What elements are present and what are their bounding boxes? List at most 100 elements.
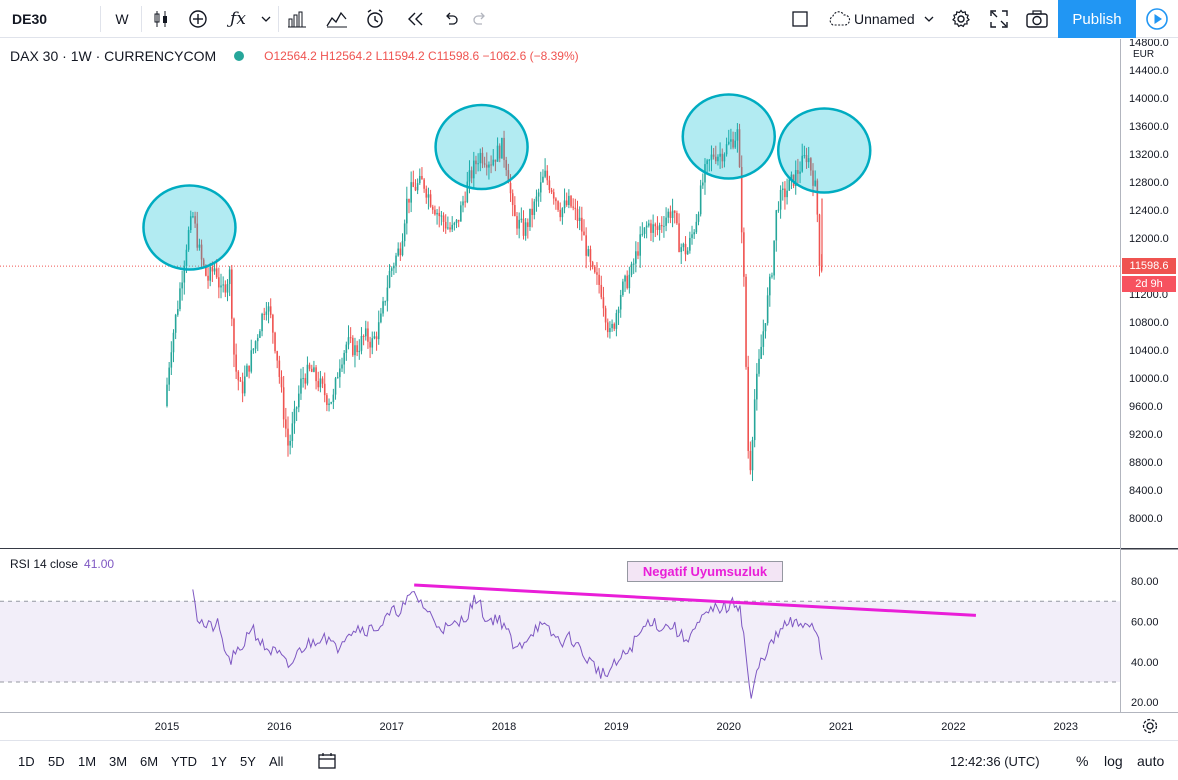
camera-icon[interactable] [1022,0,1052,38]
candle-body [367,328,369,342]
candle-body [539,182,542,193]
candle-body [546,170,549,181]
candle-body [773,240,775,276]
candle-body [339,368,341,378]
chevron-down-icon[interactable] [256,0,276,38]
candle-body [548,180,551,191]
candle-body [706,160,708,165]
candle-body [261,313,263,332]
candle-body [723,154,726,162]
auto-toggle[interactable]: auto [1137,753,1165,769]
candle-body [455,219,458,224]
publish-button[interactable]: Publish [1058,0,1136,38]
last-price-label: 11598.6 [1122,258,1176,274]
alert-icon[interactable] [360,0,390,38]
candle-body [399,248,402,256]
range-button-ytd[interactable]: YTD [171,753,197,769]
candle-body [315,367,317,382]
candle-body [207,275,209,281]
candle-body [721,153,724,162]
undo-icon[interactable] [436,0,466,38]
candle-body [820,265,823,271]
rsi-value: 41.00 [84,557,115,571]
candle-body [349,337,352,339]
candle-body [613,323,616,329]
candle-body [606,322,609,333]
candle-body [393,265,395,269]
candle-body [481,152,484,164]
candle-body [756,373,758,400]
candle-body [805,155,808,163]
square-icon[interactable] [786,0,814,38]
candle-body [602,297,605,309]
highlight-circle [776,107,872,194]
date-range-icon[interactable] [318,741,338,780]
candle-body [786,190,788,198]
divergence-annotation[interactable]: Negatif Uyumsuzluk [627,561,783,582]
chevron-down-icon[interactable] [920,0,938,38]
top-toolbar: DE30 W ƒx Unnamed [0,0,1178,38]
utc-clock[interactable]: 12:42:36 (UTC) [950,753,1040,769]
range-button-1m[interactable]: 1M [78,753,97,769]
log-toggle[interactable]: log [1104,753,1123,769]
candle-body [269,306,272,315]
candle-body [749,450,752,471]
candle-body [645,225,648,228]
candle-body [494,159,497,162]
candle-body [771,275,773,277]
candle-body [177,309,179,315]
range-button-5y[interactable]: 5Y [240,753,256,769]
price-axis[interactable]: 14800.0 14400.0 14000.0 13600.0 13200.0 12800… [1120,37,1178,712]
fullscreen-icon[interactable] [984,0,1014,38]
candle-body [816,180,819,215]
candle-body [371,338,374,348]
interval-button[interactable]: W [115,11,129,27]
compare-icon[interactable] [322,0,352,38]
replay-icon[interactable] [398,0,432,38]
candle-body [574,207,577,210]
candle-body [550,190,553,193]
time-axis[interactable]: 2015 2016 2017 2018 2019 2020 2021 2022 2023 [0,713,1178,740]
candle-body [708,159,711,161]
price-chart[interactable] [0,39,1120,548]
layout-name[interactable]: Unnamed [854,11,915,27]
candle-body [231,269,233,319]
candle-body [360,335,363,351]
candle-body [369,341,371,348]
candles-icon[interactable] [145,0,177,38]
candle-body [390,268,393,271]
candle-body [488,164,490,168]
candle-body [272,314,274,333]
candle-body [291,423,294,441]
pane-separator[interactable] [0,548,1178,549]
candle-body [738,129,741,168]
range-button-1d[interactable]: 1D [18,753,35,769]
range-button-all[interactable]: All [269,753,284,769]
candle-body [226,284,229,293]
candle-body [172,332,175,353]
rsi-chart[interactable] [0,549,1120,712]
candle-body [736,129,739,141]
candle-body [604,308,607,323]
candle-body [619,294,622,310]
add-indicator-icon[interactable] [181,0,215,38]
gear-icon[interactable] [946,0,976,38]
candle-body [745,276,747,367]
candle-body [691,234,693,238]
candle-body [241,381,244,394]
range-button-5d[interactable]: 5D [48,753,65,769]
candle-body [559,209,562,218]
bar-chart-icon[interactable] [282,0,312,38]
symbol-search[interactable]: DE30 [12,11,48,27]
range-button-1y[interactable]: 1Y [211,753,227,769]
rsi-tick-label: 40.00 [1131,657,1159,669]
candle-body [362,335,365,337]
candle-body [671,210,674,218]
range-button-6m[interactable]: 6M [140,753,159,769]
redo-icon[interactable] [466,0,494,38]
candle-body [628,274,631,289]
fx-icon[interactable]: ƒx [230,9,246,29]
play-icon[interactable] [1136,0,1178,38]
percent-toggle[interactable]: % [1076,753,1089,769]
range-button-3m[interactable]: 3M [109,753,128,769]
